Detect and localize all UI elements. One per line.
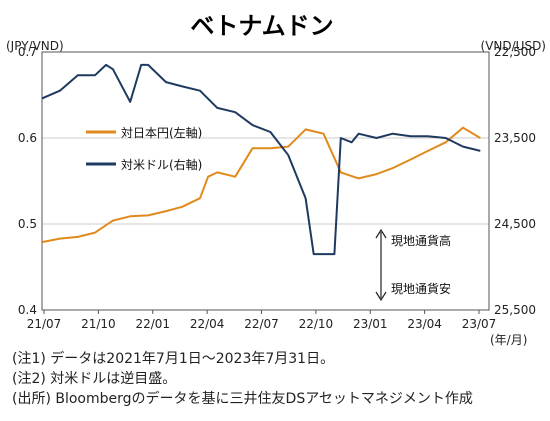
x-tick-label: 22/04 xyxy=(190,317,225,331)
x-tick-label: 23/01 xyxy=(353,317,388,331)
x-tick-label: 22/01 xyxy=(135,317,170,331)
footnotes: (注1) データは2021年7月1日〜2023年7月31日。 (注2) 対米ドル… xyxy=(12,349,473,409)
left-tick-label: 0.4 xyxy=(18,303,37,317)
legend-label-usd: 対米ドル(右軸) xyxy=(121,157,202,172)
right-axis-ticks: 22,500 23,500 24,500 25,500 xyxy=(494,45,536,317)
direction-annotation: 現地通貨高 現地通貨安 xyxy=(375,228,451,302)
series-line-usd xyxy=(41,63,481,256)
left-tick-label: 0.6 xyxy=(18,131,37,145)
gridlines xyxy=(42,137,489,225)
note-2: (注2) 対米ドルは逆目盛。 xyxy=(12,371,177,387)
legend: 対日本円(左軸) 対米ドル(右軸) xyxy=(86,125,202,172)
x-tick-label: 21/07 xyxy=(27,317,62,331)
x-axis-ticks: 21/07 21/10 22/01 22/04 22/07 22/10 23/01 23/04… xyxy=(27,310,497,331)
left-tick-label: 0.7 xyxy=(18,45,37,59)
chart-title: ベトナムドン xyxy=(190,12,333,40)
series-line-jpy xyxy=(41,126,481,244)
right-tick-label: 25,500 xyxy=(494,303,536,317)
series-lines xyxy=(41,63,481,256)
arrow-head-down xyxy=(375,291,387,302)
x-tick-label: 22/10 xyxy=(299,317,334,331)
plot-area xyxy=(41,51,490,311)
annotation-down: 現地通貨安 xyxy=(391,281,451,296)
x-tick-label: 23/07 xyxy=(462,317,497,331)
note-3: (出所) Bloombergのデータを基に三井住友DSアセットマネジメント作成 xyxy=(12,391,473,407)
x-tick-label: 23/04 xyxy=(407,317,442,331)
note-1: (注1) データは2021年7月1日〜2023年7月31日。 xyxy=(12,351,335,367)
left-axis-label: (JPY/VND) xyxy=(6,39,64,53)
x-tick-label: 22/07 xyxy=(244,317,279,331)
arrow-head-up xyxy=(375,228,387,239)
x-tick-label: 21/10 xyxy=(81,317,116,331)
left-axis-ticks: 0.4 0.5 0.6 0.7 xyxy=(18,45,37,317)
x-unit-label: (年/月) xyxy=(490,333,527,347)
right-tick-label: 23,500 xyxy=(494,131,536,145)
right-tick-label: 24,500 xyxy=(494,217,536,231)
legend-label-jpy: 対日本円(左軸) xyxy=(121,125,202,140)
annotation-up: 現地通貨高 xyxy=(391,233,451,248)
right-axis-label: (VND/USD) xyxy=(481,39,546,53)
right-tick-label: 22,500 xyxy=(494,45,536,59)
left-tick-label: 0.5 xyxy=(18,217,37,231)
